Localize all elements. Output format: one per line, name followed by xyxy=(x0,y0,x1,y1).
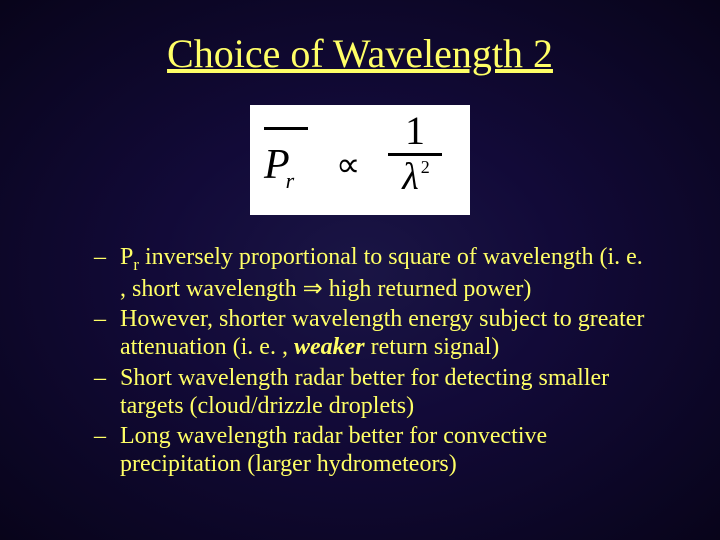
bullet-list: –Pr inversely proportional to square of … xyxy=(94,243,650,479)
formula: Pr ∝ 1 λ2 xyxy=(250,105,470,215)
bullet-item: –However, shorter wavelength energy subj… xyxy=(94,305,650,362)
text-segment: return signal) xyxy=(365,334,500,360)
text-segment: weaker xyxy=(294,334,365,360)
slide-title: Choice of Wavelength 2 xyxy=(60,30,660,77)
bullet-marker: – xyxy=(94,305,120,362)
text-segment: Long wavelength radar better for convect… xyxy=(120,423,547,477)
formula-denominator: λ2 xyxy=(380,158,450,202)
text-segment: P xyxy=(120,244,133,270)
bullet-item: –Short wavelength radar better for detec… xyxy=(94,364,650,421)
bullet-marker: – xyxy=(94,422,120,479)
formula-lhs: Pr xyxy=(264,141,298,189)
formula-denominator-exponent: 2 xyxy=(421,157,430,177)
formula-overbar xyxy=(264,127,308,130)
formula-numerator: 1 xyxy=(380,111,450,151)
bullet-text: Short wavelength radar better for detect… xyxy=(120,364,650,421)
formula-denominator-symbol: λ xyxy=(402,156,418,198)
bullet-marker: – xyxy=(94,243,120,303)
bullet-item: –Pr inversely proportional to square of … xyxy=(94,243,650,303)
text-segment: inversely proportional to square of wave… xyxy=(120,244,643,302)
bullet-text: Pr inversely proportional to square of w… xyxy=(120,243,650,303)
formula-relation: ∝ xyxy=(336,145,360,185)
formula-fraction: 1 λ2 xyxy=(380,111,450,202)
slide: Choice of Wavelength 2 Pr ∝ 1 λ2 –Pr inv… xyxy=(0,0,720,540)
text-segment: Short wavelength radar better for detect… xyxy=(120,365,609,419)
bullet-marker: – xyxy=(94,364,120,421)
bullet-text: Long wavelength radar better for convect… xyxy=(120,422,650,479)
bullet-text: However, shorter wavelength energy subje… xyxy=(120,305,650,362)
formula-box: Pr ∝ 1 λ2 xyxy=(250,105,470,215)
formula-lhs-subscript: r xyxy=(286,168,295,193)
bullet-item: –Long wavelength radar better for convec… xyxy=(94,422,650,479)
